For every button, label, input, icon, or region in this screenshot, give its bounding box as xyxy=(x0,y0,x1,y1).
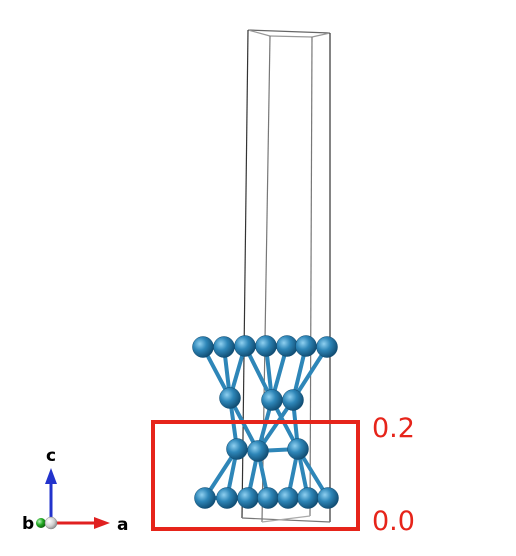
atom xyxy=(316,336,338,358)
cell-edge xyxy=(241,29,249,519)
selection-box xyxy=(151,420,360,531)
axis-b-label: b xyxy=(22,514,34,534)
atom xyxy=(255,335,277,357)
axis-origin xyxy=(44,516,58,530)
axis-b-dot xyxy=(36,518,46,528)
cell-edge xyxy=(309,36,313,517)
atom xyxy=(257,487,279,509)
atoms xyxy=(192,335,339,509)
axis-triad: c b a xyxy=(22,446,128,535)
atom xyxy=(194,487,216,509)
cell-edge xyxy=(261,515,311,523)
atom xyxy=(234,335,256,357)
atom xyxy=(261,389,283,411)
atom xyxy=(216,487,238,509)
cell-edge xyxy=(269,35,313,38)
atom xyxy=(287,438,309,460)
atom xyxy=(276,335,298,357)
atom xyxy=(192,336,214,358)
atom xyxy=(226,438,248,460)
cell-edge xyxy=(311,32,331,38)
atom xyxy=(297,487,319,509)
atom xyxy=(277,487,299,509)
axis-a-arrow xyxy=(94,517,110,529)
label-lower: 0.0 xyxy=(372,506,415,537)
atom xyxy=(213,336,235,358)
label-upper: 0.2 xyxy=(372,413,415,444)
atom xyxy=(295,335,317,357)
axis-c-label: c xyxy=(46,446,56,466)
axis-a-label: a xyxy=(117,515,128,535)
cell-edge xyxy=(247,29,271,37)
cell-edge xyxy=(247,29,331,34)
atom xyxy=(317,487,339,509)
axis-c-arrow xyxy=(45,468,57,484)
atom xyxy=(237,487,259,509)
atom xyxy=(282,389,304,411)
cell-edge xyxy=(241,517,331,523)
atom xyxy=(247,440,269,462)
atom xyxy=(219,387,241,409)
